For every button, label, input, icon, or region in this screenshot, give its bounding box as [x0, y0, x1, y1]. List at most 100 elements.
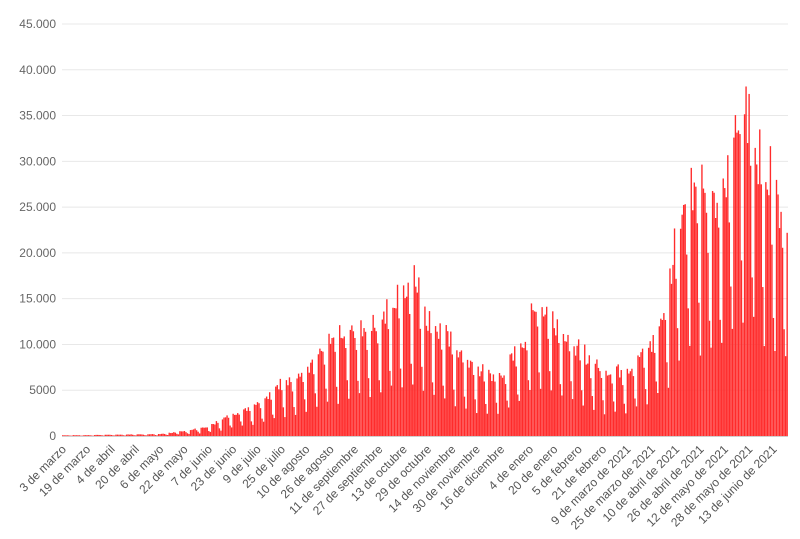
bar — [310, 362, 312, 436]
bar — [186, 433, 189, 436]
bar — [98, 434, 100, 436]
y-tick-label: 45.000 — [19, 17, 56, 31]
bar — [136, 434, 138, 436]
bar — [599, 371, 601, 436]
bar — [784, 356, 787, 436]
bar — [751, 277, 753, 436]
bar — [265, 396, 268, 436]
bar — [104, 434, 106, 436]
bar — [608, 374, 610, 436]
bar — [141, 434, 143, 436]
bar — [605, 370, 607, 436]
bars — [62, 86, 788, 437]
bar — [244, 408, 247, 436]
bar — [475, 413, 478, 436]
bar — [422, 390, 425, 436]
bar — [692, 210, 694, 436]
bar — [640, 352, 642, 436]
bar — [153, 434, 155, 436]
bar — [300, 372, 303, 436]
bar — [577, 339, 580, 436]
bar — [92, 435, 94, 437]
bar — [305, 411, 307, 436]
bar — [465, 408, 467, 436]
bar — [218, 428, 221, 436]
bar — [759, 129, 761, 436]
bar — [620, 370, 622, 436]
bar — [144, 435, 146, 436]
bar — [730, 286, 732, 436]
bar — [468, 367, 470, 436]
bar — [66, 435, 68, 436]
bar — [215, 421, 218, 436]
bar — [261, 418, 263, 436]
bar — [378, 380, 380, 436]
bar — [180, 431, 183, 436]
bar — [302, 382, 304, 436]
bar — [483, 381, 485, 436]
bar — [328, 333, 330, 436]
bar — [573, 346, 575, 436]
bar — [646, 404, 648, 436]
bar — [559, 384, 562, 436]
bar — [189, 430, 192, 436]
bar — [313, 374, 315, 436]
bar — [83, 435, 85, 436]
bar — [547, 338, 549, 436]
y-tick-label: 25.000 — [19, 200, 56, 214]
bar — [138, 434, 140, 436]
bar — [314, 393, 317, 436]
bar — [390, 385, 393, 436]
bar — [742, 322, 744, 436]
bar — [571, 399, 574, 436]
bar — [570, 381, 572, 436]
bar — [346, 380, 348, 436]
bar — [282, 407, 285, 436]
bar — [725, 197, 727, 436]
bar — [413, 265, 415, 436]
bar — [769, 146, 772, 436]
bar — [352, 331, 355, 436]
bar — [110, 434, 113, 436]
bar — [253, 404, 256, 436]
bar — [130, 434, 132, 436]
bar — [142, 434, 145, 436]
bar — [361, 336, 364, 436]
bar — [93, 435, 96, 436]
bar — [133, 435, 135, 436]
bar — [629, 371, 632, 436]
bar — [233, 414, 236, 436]
bar — [268, 392, 271, 436]
bar — [498, 373, 501, 436]
bar — [372, 314, 374, 436]
bar — [387, 329, 390, 436]
bar — [335, 386, 338, 436]
bar — [689, 345, 691, 436]
bar — [431, 382, 434, 436]
bar — [319, 348, 321, 436]
bar — [401, 387, 403, 436]
bar — [191, 429, 193, 436]
bar — [165, 434, 167, 436]
bar — [241, 425, 243, 436]
bar — [419, 328, 422, 436]
bar — [348, 398, 350, 436]
bar — [564, 341, 566, 436]
bar — [288, 377, 291, 436]
bar — [778, 228, 781, 436]
bar — [343, 336, 345, 436]
bar — [357, 380, 359, 436]
bar — [160, 433, 163, 436]
bar — [101, 435, 103, 436]
bar — [555, 335, 557, 436]
bar — [127, 434, 129, 436]
bar — [106, 434, 108, 436]
bar — [436, 331, 438, 436]
bar — [731, 328, 734, 436]
bar — [78, 435, 81, 436]
bar — [626, 368, 629, 436]
bar — [667, 387, 670, 436]
bar — [450, 331, 452, 436]
